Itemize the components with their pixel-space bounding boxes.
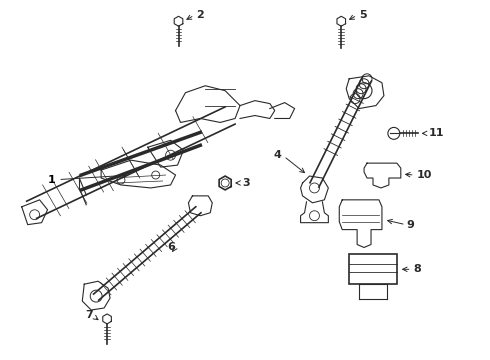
Text: 11: 11 <box>429 129 444 138</box>
Text: 6: 6 <box>168 243 175 252</box>
Text: 2: 2 <box>196 10 204 20</box>
Text: 4: 4 <box>274 150 282 160</box>
Text: 1: 1 <box>48 173 127 185</box>
Text: 5: 5 <box>359 10 367 20</box>
Text: 3: 3 <box>242 178 249 188</box>
Text: 9: 9 <box>407 220 415 230</box>
Text: 7: 7 <box>85 310 93 320</box>
Text: 8: 8 <box>414 264 421 274</box>
Text: 10: 10 <box>416 170 432 180</box>
